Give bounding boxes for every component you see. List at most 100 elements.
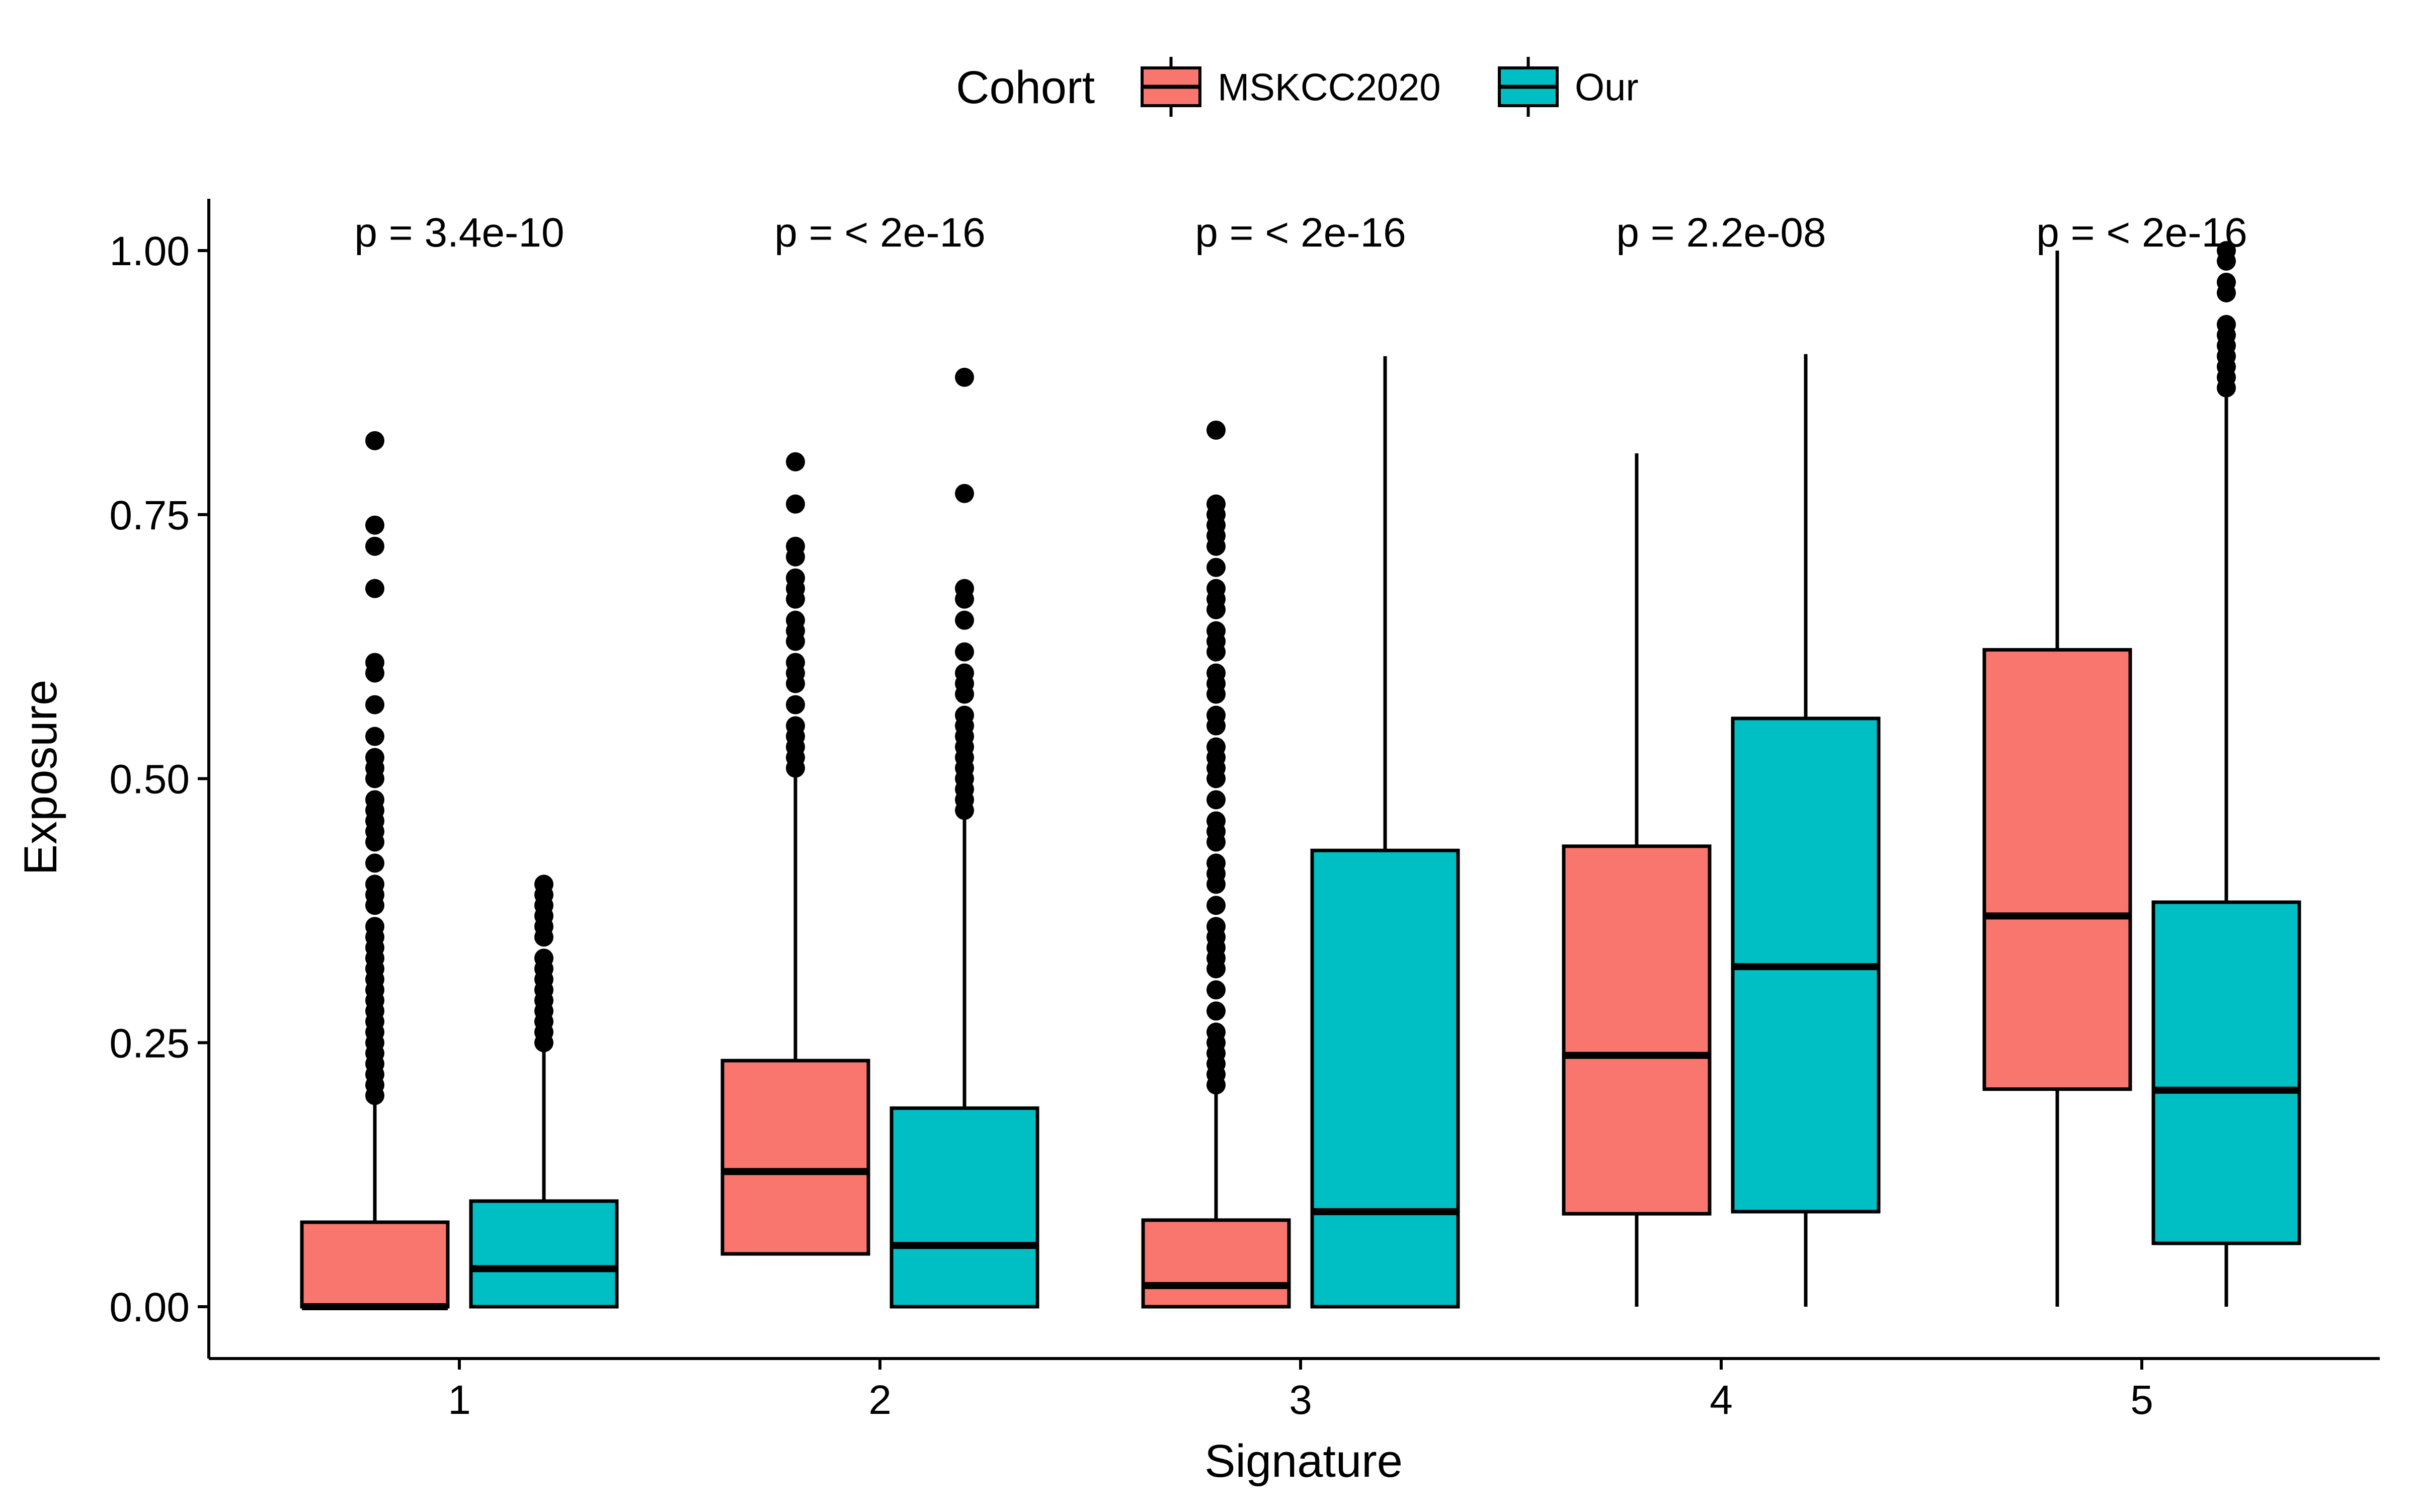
outlier-point [786,568,805,588]
outlier-point [1206,737,1226,757]
y-tick-label: 0.50 [109,757,190,803]
outlier-point [786,494,805,514]
outlier-point [955,367,974,387]
outlier-point [955,610,974,630]
outlier-point [534,948,553,968]
outlier-point [1206,853,1226,873]
legend-label: Our [1575,66,1639,109]
box-our-sig3 [1310,356,1460,1309]
outlier-point [365,748,384,767]
outlier-point [1206,558,1226,577]
series-mskcc2020 [300,251,2132,1310]
box-iqr [2151,900,2301,1245]
outlier-point [1206,1022,1226,1042]
pvalue-annotations: p = 3.4e-10 p = < 2e-16 p = < 2e-16 p = 2.2… [354,210,2247,256]
box-iqr [890,1106,1039,1309]
legend-entries: MSKCC2020 Our [1141,57,1639,117]
outlier-point [365,874,384,894]
outlier-point [1206,811,1226,831]
outlier-point [1206,705,1226,725]
outlier-point [955,705,974,725]
outlier-point [955,663,974,683]
box-mskcc2020-sig5 [1982,251,2132,1307]
outlier-point [1206,896,1226,915]
outlier-point [1206,420,1226,440]
outlier-point [365,579,384,598]
outlier-point [1206,663,1226,683]
outlier-point [1206,579,1226,598]
outlier-point [1206,980,1226,1000]
x-axis-title: Signature [1204,1436,1403,1487]
box-iqr [720,1059,870,1256]
outlier-point [2217,314,2236,334]
legend-entry-mskcc2020: MSKCC2020 [1141,57,1441,117]
box-iqr [1982,648,2132,1091]
box-our-sig5 [2151,241,2301,1307]
outlier-point [2217,272,2236,292]
box-our-sig1 [469,874,619,1309]
outlier-point [786,716,805,736]
x-tick-label: 2 [868,1377,892,1423]
box-iqr [469,1199,619,1309]
legend: Cohort MSKCC2020 Our [956,57,1639,117]
box-series-group [300,241,2301,1310]
pvalue-label: p = < 2e-16 [1195,210,1406,256]
box-iqr [1141,1218,1291,1309]
pvalue-label: p = 2.2e-08 [1616,210,1826,256]
outlier-point [365,853,384,873]
outlier-point [955,484,974,503]
x-tick-label: 4 [1710,1377,1733,1423]
outlier-point [786,653,805,672]
outlier-point [1206,494,1226,514]
outlier-point [365,695,384,714]
outlier-point [786,610,805,630]
outlier-point [2217,241,2236,260]
legend-label: MSKCC2020 [1218,66,1441,109]
outlier-point [365,431,384,450]
pvalue-label: p = 3.4e-10 [354,210,564,256]
box-our-sig4 [1731,354,1881,1307]
box-iqr [1310,848,1460,1309]
pvalue-label: p = < 2e-16 [774,210,985,256]
outlier-point [955,642,974,662]
series-our [469,241,2301,1309]
outlier-point [365,515,384,535]
outlier-point [365,727,384,746]
y-axis-title: Exposure [15,680,66,876]
outlier-point [1206,621,1226,641]
outlier-point [786,452,805,471]
x-axis: 1 2 3 4 5 [209,1357,2380,1423]
box-mskcc2020-sig1 [300,431,450,1310]
outlier-point [786,536,805,556]
box-our-sig2 [890,367,1039,1309]
legend-entry-our: Our [1498,57,1639,117]
pvalue-label: p = < 2e-16 [2036,210,2247,256]
x-tick-label: 5 [2130,1377,2153,1423]
outlier-point [1206,790,1226,810]
plot-area: p = 3.4e-10 p = < 2e-16 p = < 2e-16 p = 2.2… [300,210,2301,1310]
y-tick-label: 0.25 [109,1020,190,1066]
outlier-point [365,790,384,810]
y-tick-label: 0.00 [109,1285,190,1330]
box-mskcc2020-sig4 [1562,453,1712,1307]
outlier-point [534,874,553,894]
outlier-point [955,579,974,598]
legend-title: Cohort [956,62,1095,113]
x-tick-label: 3 [1289,1377,1312,1423]
outlier-point [786,695,805,714]
outlier-point [1206,1001,1226,1021]
outlier-point [365,917,384,936]
box-iqr [1562,844,1712,1216]
x-tick-label: 1 [448,1377,471,1423]
box-mskcc2020-sig3 [1141,420,1291,1309]
y-tick-label: 1.00 [109,228,190,274]
y-tick-label: 0.75 [109,493,190,538]
box-iqr [300,1220,450,1309]
y-axis: 0.00 0.25 0.50 0.75 1.00 [109,199,210,1359]
outlier-point [365,653,384,672]
box-mskcc2020-sig2 [720,452,870,1256]
outlier-point [1206,917,1226,936]
outlier-point [365,536,384,556]
